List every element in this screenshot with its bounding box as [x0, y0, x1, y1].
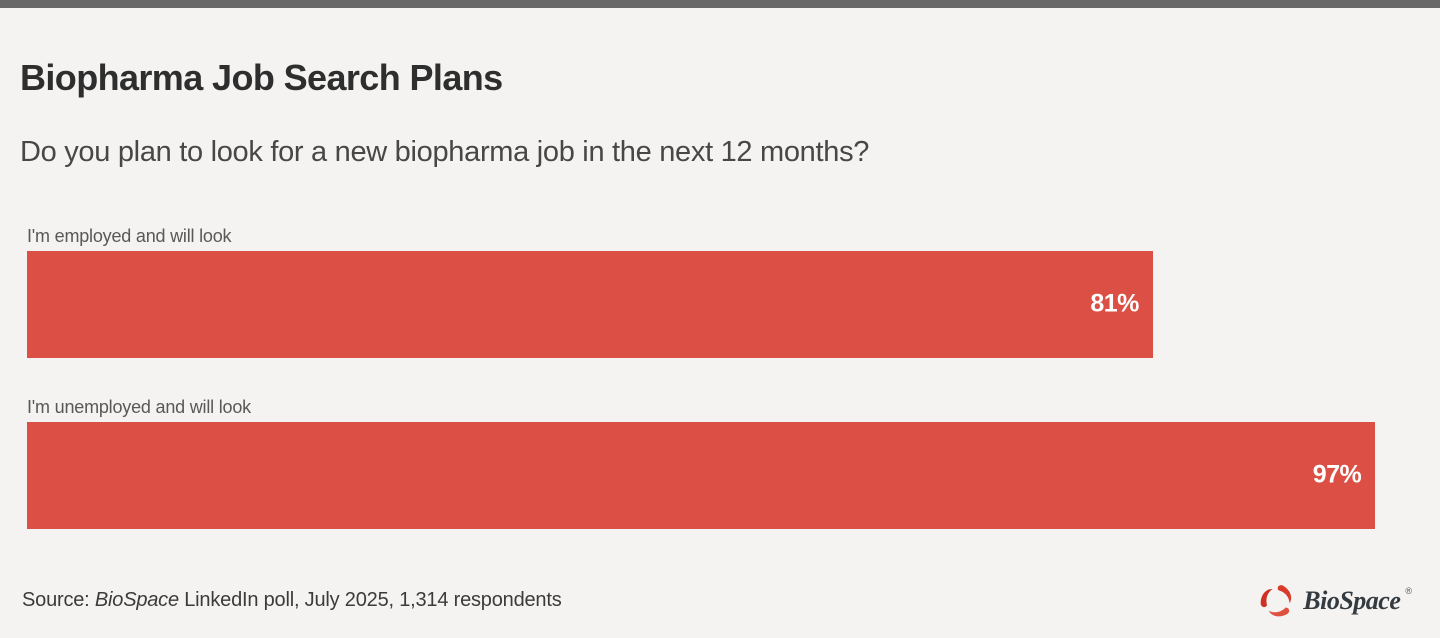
source-line: Source: BioSpace LinkedIn poll, July 202…	[22, 589, 1420, 612]
source-publication: BioSpace	[94, 588, 179, 611]
registered-trademark-icon: ®	[1405, 586, 1412, 596]
chart-subtitle: Do you plan to look for a new biopharma …	[20, 135, 870, 168]
bar-chart: I'm employed and will look 81% I'm unemp…	[27, 225, 1417, 529]
bar-row-unemployed: I'm unemployed and will look 97%	[27, 396, 1417, 529]
biospace-logo-mark	[1260, 585, 1292, 617]
bar-employed[interactable]: 81%	[27, 250, 1153, 358]
source-detail: LinkedIn poll, July 2025, 1,314 responde…	[178, 588, 562, 611]
source-prefix: Source:	[22, 588, 95, 611]
bar-category-label: I'm employed and will look	[27, 225, 232, 246]
bar-unemployed[interactable]: 97%	[27, 421, 1376, 529]
bar-value-label: 97%	[1312, 460, 1362, 489]
page-title: Biopharma Job Search Plans	[20, 57, 503, 98]
bar-category-label: I'm unemployed and will look	[27, 396, 251, 417]
top-accent-bar	[0, 0, 1440, 8]
bar-row-employed: I'm employed and will look 81%	[27, 225, 1417, 358]
biospace-logo[interactable]: BioSpace ®	[1256, 580, 1412, 622]
bar-value-label: 81%	[1090, 289, 1139, 318]
biospace-logo-text: BioSpace	[1303, 586, 1401, 615]
chart-card: Biopharma Job Search Plans Do you plan t…	[0, 58, 1440, 612]
